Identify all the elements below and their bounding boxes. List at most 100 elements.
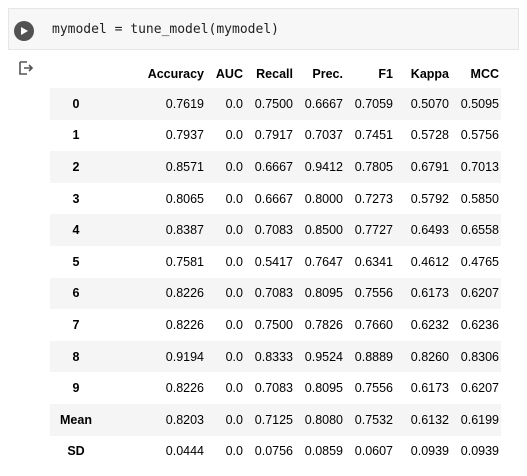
- table-cell: 0.7500: [254, 317, 293, 332]
- table-row: 2 0.8571 0.0 0.6667 0.9412 0.7805 0.6791 0.7013: [50, 151, 501, 183]
- table-cell: 0.8306: [460, 349, 499, 364]
- table-cell: 0.0: [225, 444, 243, 459]
- table-cell: 0.0: [225, 412, 243, 427]
- table-header-row: Accuracy AUC Recall Prec. F1 Kappa MCC: [50, 60, 501, 88]
- row-index: 0: [72, 96, 80, 111]
- table-cell: 0.7500: [254, 96, 293, 111]
- column-header: F1: [378, 67, 393, 81]
- table-cell: 0.6791: [410, 159, 449, 174]
- table-row: 5 0.7581 0.0 0.5417 0.7647 0.6341 0.4612 0.4765: [50, 246, 501, 278]
- table-cell: 0.9194: [165, 349, 204, 364]
- table-cell: 0.7013: [460, 159, 499, 174]
- row-index: 7: [72, 317, 80, 332]
- table-cell: 0.8080: [304, 412, 343, 427]
- results-table: Accuracy AUC Recall Prec. F1 Kappa MCC 0…: [50, 60, 501, 467]
- table-cell: 0.0: [225, 317, 243, 332]
- table-cell: 0.6173: [410, 286, 449, 301]
- output-arrow-icon[interactable]: [18, 60, 34, 76]
- table-cell: 0.0607: [354, 444, 393, 459]
- table-cell: 0.0: [225, 254, 243, 269]
- column-header: MCC: [470, 67, 499, 81]
- column-header: Kappa: [410, 67, 449, 81]
- table-cell: 0.7556: [354, 381, 393, 396]
- row-index: SD: [67, 444, 85, 459]
- column-header: Recall: [256, 67, 293, 81]
- code-text: mymodel = tune_model(mymodel): [52, 22, 279, 37]
- table-cell: 0.8889: [354, 349, 393, 364]
- row-index: 8: [72, 349, 80, 364]
- table-row: 3 0.8065 0.0 0.6667 0.8000 0.7273 0.5792 0.5850: [50, 183, 501, 215]
- row-index: 1: [72, 128, 80, 143]
- table-cell: 0.7917: [254, 128, 293, 143]
- table-cell: 0.7083: [254, 223, 293, 238]
- table-cell: 0.0: [225, 286, 243, 301]
- table-cell: 0.8095: [304, 286, 343, 301]
- table-cell: 0.8226: [165, 317, 204, 332]
- table-cell: 0.6493: [410, 223, 449, 238]
- table-cell: 0.7660: [354, 317, 393, 332]
- table-cell: 0.4612: [410, 254, 449, 269]
- table-cell: 0.6558: [460, 223, 499, 238]
- row-index: Mean: [60, 412, 92, 427]
- table-cell: 0.7647: [304, 254, 343, 269]
- table-cell: 0.8000: [304, 191, 343, 206]
- table-cell: 0.7619: [165, 96, 204, 111]
- table-cell: 0.0756: [254, 444, 293, 459]
- table-cell: 0.7451: [354, 128, 393, 143]
- row-index: 3: [72, 191, 80, 206]
- table-row: 4 0.8387 0.0 0.7083 0.8500 0.7727 0.6493 0.6558: [50, 214, 501, 246]
- table-cell: 0.7826: [304, 317, 343, 332]
- table-cell: 0.8260: [410, 349, 449, 364]
- table-cell: 0.0: [225, 191, 243, 206]
- table-cell: 0.0: [225, 128, 243, 143]
- table-cell: 0.0939: [410, 444, 449, 459]
- table-row: SD 0.0444 0.0 0.0756 0.0859 0.0607 0.0939 0.093…: [50, 436, 501, 468]
- table-cell: 0.6236: [460, 317, 499, 332]
- table-cell: 0.7556: [354, 286, 393, 301]
- table-cell: 0.6667: [304, 96, 343, 111]
- column-header: AUC: [215, 67, 243, 81]
- table-cell: 0.7805: [354, 159, 393, 174]
- table-cell: 0.5728: [410, 128, 449, 143]
- index-header: [50, 60, 102, 88]
- table-cell: 0.9524: [304, 349, 343, 364]
- run-cell-button[interactable]: [14, 21, 34, 41]
- column-header: Accuracy: [147, 67, 204, 81]
- table-cell: 0.6132: [410, 412, 449, 427]
- table-row: Mean 0.8203 0.0 0.7125 0.8080 0.7532 0.6132 0.6…: [50, 403, 501, 436]
- table-cell: 0.8500: [304, 223, 343, 238]
- table-row: 6 0.8226 0.0 0.7083 0.8095 0.7556 0.6173 0.6207: [50, 277, 501, 310]
- table-cell: 0.6199: [460, 412, 499, 427]
- table-cell: 0.5417: [254, 254, 293, 269]
- table-cell: 0.0444: [165, 444, 204, 459]
- table-row: 9 0.8226 0.0 0.7083 0.8095 0.7556 0.6173 0.6207: [50, 372, 501, 404]
- table-cell: 0.5792: [410, 191, 449, 206]
- table-cell: 0.7037: [304, 128, 343, 143]
- table-cell: 0.8333: [254, 349, 293, 364]
- table-cell: 0.5850: [460, 191, 499, 206]
- table-cell: 0.0: [225, 381, 243, 396]
- table-row: 7 0.8226 0.0 0.7500 0.7826 0.7660 0.6232 0.6236: [50, 309, 501, 341]
- table-cell: 0.5095: [460, 96, 499, 111]
- table-cell: 0.7083: [254, 286, 293, 301]
- table-cell: 0.8387: [165, 223, 204, 238]
- table-cell: 0.6667: [254, 159, 293, 174]
- table-row: 8 0.9194 0.0 0.8333 0.9524 0.8889 0.8260 0.8306: [50, 340, 501, 373]
- table-cell: 0.0: [225, 159, 243, 174]
- row-index: 4: [72, 223, 80, 238]
- table-cell: 0.8065: [165, 191, 204, 206]
- table-cell: 0.8571: [165, 159, 204, 174]
- table-row: 1 0.7937 0.0 0.7917 0.7037 0.7451 0.5728 0.5756: [50, 120, 501, 152]
- table-cell: 0.7273: [354, 191, 393, 206]
- table-cell: 0.6341: [354, 254, 393, 269]
- table-cell: 0.9412: [304, 159, 343, 174]
- table-cell: 0.7727: [354, 223, 393, 238]
- table-cell: 0.5070: [410, 96, 449, 111]
- table-cell: 0.0: [225, 96, 243, 111]
- table-cell: 0.0: [225, 349, 243, 364]
- row-index: 2: [72, 159, 80, 174]
- table-cell: 0.8203: [165, 412, 204, 427]
- code-input-area[interactable]: [8, 8, 519, 50]
- table-cell: 0.7581: [165, 254, 204, 269]
